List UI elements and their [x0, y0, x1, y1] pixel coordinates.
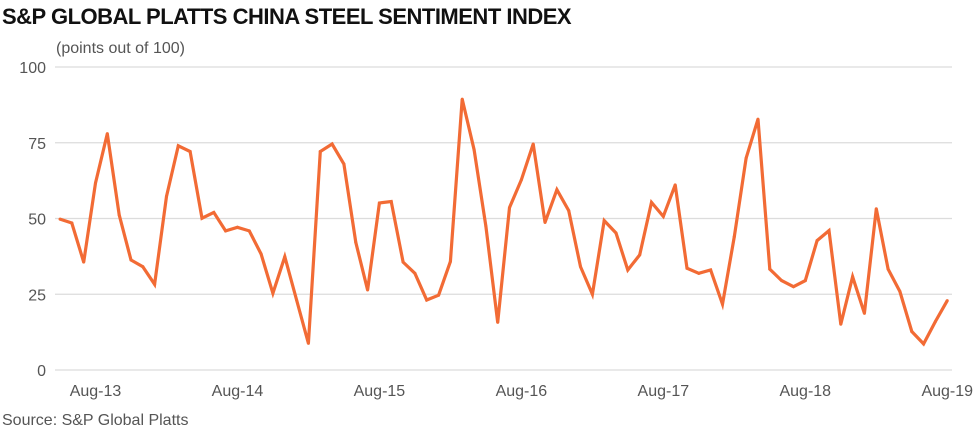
- data-point: [685, 266, 689, 270]
- data-point: [602, 219, 606, 223]
- data-point: [626, 268, 630, 272]
- data-point: [153, 282, 157, 286]
- y-tick-label: 100: [19, 60, 46, 77]
- data-point: [295, 298, 299, 302]
- chart-title: S&P GLOBAL PLATTS CHINA STEEL SENTIMENT …: [2, 4, 572, 29]
- data-point: [176, 144, 180, 148]
- x-tick-label: Aug-14: [212, 383, 264, 400]
- data-point: [377, 201, 381, 205]
- data-point: [58, 217, 62, 221]
- data-point: [519, 178, 523, 182]
- data-point: [780, 279, 784, 283]
- data-point: [283, 255, 287, 259]
- data-point: [212, 210, 216, 214]
- data-point: [910, 330, 914, 334]
- data-point: [827, 229, 831, 233]
- data-point: [425, 298, 429, 302]
- data-point: [235, 225, 239, 229]
- data-point: [531, 142, 535, 146]
- data-point: [803, 279, 807, 283]
- data-point: [886, 267, 890, 271]
- x-tick-label: Aug-13: [70, 383, 122, 400]
- data-point: [922, 342, 926, 346]
- data-point: [354, 240, 358, 244]
- data-point: [437, 293, 441, 297]
- data-point: [661, 214, 665, 218]
- data-point: [567, 209, 571, 213]
- data-point: [496, 320, 500, 324]
- data-point: [484, 224, 488, 228]
- data-point: [898, 290, 902, 294]
- data-point: [744, 156, 748, 160]
- data-point: [460, 97, 464, 101]
- data-point: [874, 207, 878, 211]
- data-point: [306, 341, 310, 345]
- data-point: [815, 239, 819, 243]
- y-tick-label: 25: [28, 287, 46, 304]
- data-point: [330, 142, 334, 146]
- data-point: [129, 258, 133, 262]
- data-point: [590, 292, 594, 296]
- data-point: [851, 275, 855, 279]
- series-line: [59, 98, 949, 347]
- data-point: [164, 194, 168, 198]
- data-point: [673, 183, 677, 187]
- data-point: [650, 200, 653, 204]
- x-tick-label: Aug-16: [496, 383, 548, 400]
- data-point: [389, 200, 393, 204]
- data-point: [188, 150, 192, 154]
- data-point: [259, 252, 263, 256]
- data-point: [614, 231, 618, 235]
- data-point: [945, 299, 949, 303]
- data-point: [791, 285, 795, 289]
- data-point: [401, 260, 405, 264]
- y-tick-label: 50: [28, 212, 46, 229]
- data-point: [732, 235, 736, 239]
- x-tick-label: Aug-18: [779, 383, 831, 400]
- y-tick-label: 75: [28, 136, 46, 153]
- data-point: [117, 213, 121, 217]
- data-point: [756, 117, 760, 121]
- data-point: [448, 260, 452, 264]
- data-point: [508, 206, 512, 210]
- data-point: [579, 265, 583, 269]
- data-point: [141, 265, 145, 269]
- data-point: [82, 260, 86, 264]
- data-point: [413, 271, 417, 275]
- data-point: [638, 253, 642, 257]
- data-point: [342, 162, 346, 166]
- data-point: [862, 311, 866, 315]
- data-point: [839, 322, 843, 326]
- data-point: [70, 221, 74, 225]
- data-point: [271, 291, 275, 295]
- data-point: [543, 220, 547, 224]
- x-tick-label: Aug-17: [638, 383, 690, 400]
- x-tick-label: Aug-19: [921, 383, 973, 400]
- data-point: [697, 271, 701, 275]
- data-point: [224, 229, 228, 233]
- data-point: [933, 320, 937, 324]
- y-tick-label: 0: [37, 363, 46, 380]
- source-note: Source: S&P Global Platts: [2, 412, 189, 429]
- data-point: [93, 181, 97, 185]
- chart-subtitle: (points out of 100): [56, 40, 185, 57]
- data-point: [472, 148, 476, 152]
- data-point: [318, 150, 322, 154]
- data-point: [200, 216, 204, 220]
- data-point: [105, 132, 109, 136]
- data-point: [366, 288, 370, 292]
- data-point: [720, 302, 724, 306]
- data-point: [247, 229, 251, 233]
- data-point: [709, 268, 713, 272]
- data-point: [768, 267, 772, 271]
- data-point: [555, 188, 559, 192]
- x-tick-label: Aug-15: [354, 383, 406, 400]
